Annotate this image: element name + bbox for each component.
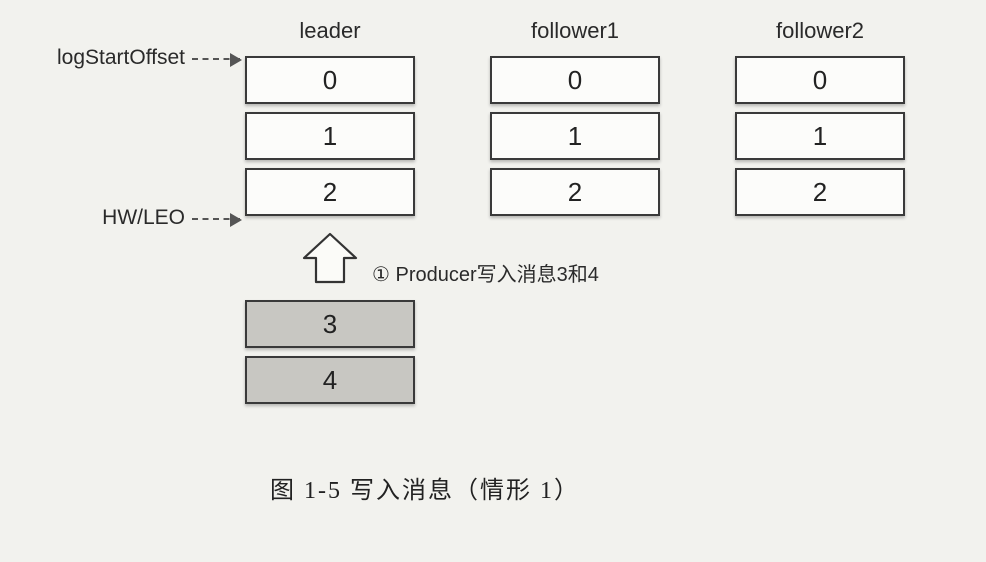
leader-cell-0: 0 <box>245 56 415 104</box>
new-cell-4: 4 <box>245 356 415 404</box>
label-hw-leo: HW/LEO <box>40 206 185 230</box>
follower1-cell-2: 2 <box>490 168 660 216</box>
arrow-log-start-offset <box>192 58 240 60</box>
follower2-cell-2: 2 <box>735 168 905 216</box>
new-cell-3: 3 <box>245 300 415 348</box>
col-header-follower2: follower2 <box>735 18 905 44</box>
leader-cell-1: 1 <box>245 112 415 160</box>
producer-up-arrow-icon <box>300 232 360 287</box>
col-header-follower1: follower1 <box>490 18 660 44</box>
arrow-hw-leo <box>192 218 240 220</box>
follower1-cell-0: 0 <box>490 56 660 104</box>
follower2-cell-0: 0 <box>735 56 905 104</box>
label-log-start-offset: logStartOffset <box>40 46 185 70</box>
figure-caption: 图 1-5 写入消息（情形 1） <box>270 470 580 505</box>
producer-write-label: ① Producer写入消息3和4 <box>372 258 599 287</box>
follower1-cell-1: 1 <box>490 112 660 160</box>
kafka-offset-diagram: leader follower1 follower2 0 1 2 0 1 2 0… <box>0 0 986 562</box>
col-header-leader: leader <box>245 18 415 44</box>
leader-cell-2: 2 <box>245 168 415 216</box>
follower2-cell-1: 1 <box>735 112 905 160</box>
